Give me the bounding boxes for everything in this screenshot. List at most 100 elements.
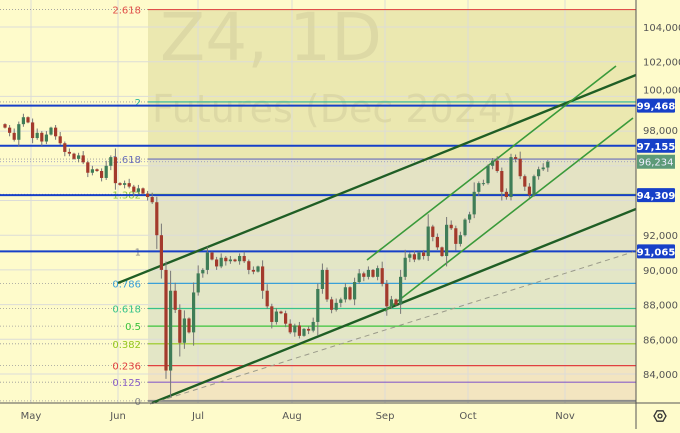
level-price-tag	[637, 244, 675, 259]
candle-down	[233, 259, 237, 262]
candle-up	[445, 224, 449, 257]
candle-up	[509, 157, 513, 198]
candle-up	[90, 169, 94, 173]
candle-down	[435, 236, 439, 248]
candle-down	[210, 252, 214, 260]
candle-up	[17, 124, 21, 140]
level-price-tag	[637, 98, 675, 113]
candle-up	[408, 254, 412, 258]
candle-up	[366, 269, 370, 277]
y-tick-label: 90,000	[643, 266, 678, 277]
fib-zone	[148, 9, 636, 160]
level-price-label: 91,065	[637, 247, 676, 258]
candle-up	[219, 257, 223, 267]
candle-up	[320, 269, 324, 289]
candle-up	[537, 169, 541, 177]
candle-up	[468, 214, 472, 220]
level-price-label: 99,468	[637, 102, 676, 113]
candle-up	[463, 219, 467, 236]
candle-up	[35, 132, 39, 139]
candle-down	[173, 290, 177, 310]
y-tick-label: 98,000	[643, 126, 678, 137]
candle-up	[205, 252, 209, 270]
candle-up	[49, 127, 53, 135]
candle-up	[256, 266, 260, 272]
candle-down	[325, 269, 329, 300]
candle-up	[136, 188, 140, 192]
candle-down	[412, 254, 416, 260]
candle-down	[141, 188, 145, 194]
candle-down	[527, 186, 531, 196]
candle-down	[58, 136, 62, 144]
candle-up	[104, 165, 108, 178]
fib-label-0.5: 0.5	[125, 322, 141, 333]
candle-up	[532, 176, 536, 196]
candle-down	[449, 224, 453, 229]
y-tick-label: 92,000	[643, 231, 678, 242]
watermark-symbol: Z4, 1D	[160, 0, 382, 76]
candle-up	[293, 325, 297, 333]
candle-up	[334, 302, 338, 310]
candle-down	[247, 261, 251, 270]
y-tick-label: 100,000	[643, 86, 680, 97]
candle-down	[95, 169, 99, 172]
candle-up	[302, 328, 306, 336]
fib-label-0.125: 0.125	[112, 378, 141, 389]
fib-zone	[148, 159, 636, 252]
gear-hex-icon[interactable]	[653, 410, 667, 422]
candle-up	[541, 167, 545, 170]
level-price-label: 97,155	[637, 142, 676, 153]
candle-up	[169, 290, 173, 371]
candle-up	[399, 276, 403, 305]
candle-up	[123, 183, 127, 185]
candle-down	[495, 160, 499, 172]
candle-up	[417, 252, 421, 260]
candle-up	[472, 191, 476, 215]
candle-down	[178, 309, 182, 343]
candle-up	[491, 160, 495, 166]
candle-down	[113, 157, 117, 184]
candle-up	[21, 117, 25, 125]
lower-trend-line[interactable]	[151, 207, 637, 405]
candle-down	[500, 171, 504, 192]
candle-down	[54, 127, 58, 137]
candle-down	[86, 162, 90, 173]
candle-down	[284, 313, 288, 324]
x-tick-label: Sep	[376, 411, 395, 422]
candle-up	[477, 183, 481, 192]
price-axis[interactable]: 104,000 102,000 100,000 98,000 92,000 90,000 8…	[643, 23, 680, 381]
candle-down	[159, 235, 163, 270]
candle-up	[426, 226, 430, 257]
dashed-trend-line[interactable]	[149, 251, 634, 405]
candle-down	[279, 311, 283, 314]
candle-down	[187, 318, 191, 333]
candle-down	[100, 171, 104, 178]
time-axis[interactable]: May Jun Jul Aug Sep Oct Nov	[21, 411, 575, 422]
candle-up	[486, 165, 490, 184]
channel-lower-line[interactable]	[384, 117, 634, 312]
candle-down	[67, 151, 71, 154]
candle-down	[454, 228, 458, 244]
candle-down	[118, 183, 122, 185]
fib-label-0.236: 0.236	[112, 362, 141, 373]
candle-up	[274, 311, 278, 322]
fib-label-0.618: 0.618	[112, 305, 141, 316]
candle-up	[44, 134, 48, 142]
upper-trend-line[interactable]	[117, 73, 637, 285]
candle-down	[422, 252, 426, 257]
settings-button[interactable]	[653, 410, 667, 422]
candle-up	[403, 257, 407, 277]
candle-down	[26, 117, 30, 123]
candle-up	[546, 161, 550, 168]
candle-down	[8, 127, 12, 133]
candle-down	[132, 186, 136, 192]
candle-down	[12, 132, 16, 140]
y-tick-label: 84,000	[643, 370, 678, 381]
candle-up	[458, 235, 462, 244]
candle-down	[348, 287, 352, 300]
y-tick-label: 102,000	[643, 58, 680, 69]
candle-down	[440, 247, 444, 257]
candle-down	[385, 283, 389, 307]
last-price-tag	[637, 154, 675, 169]
